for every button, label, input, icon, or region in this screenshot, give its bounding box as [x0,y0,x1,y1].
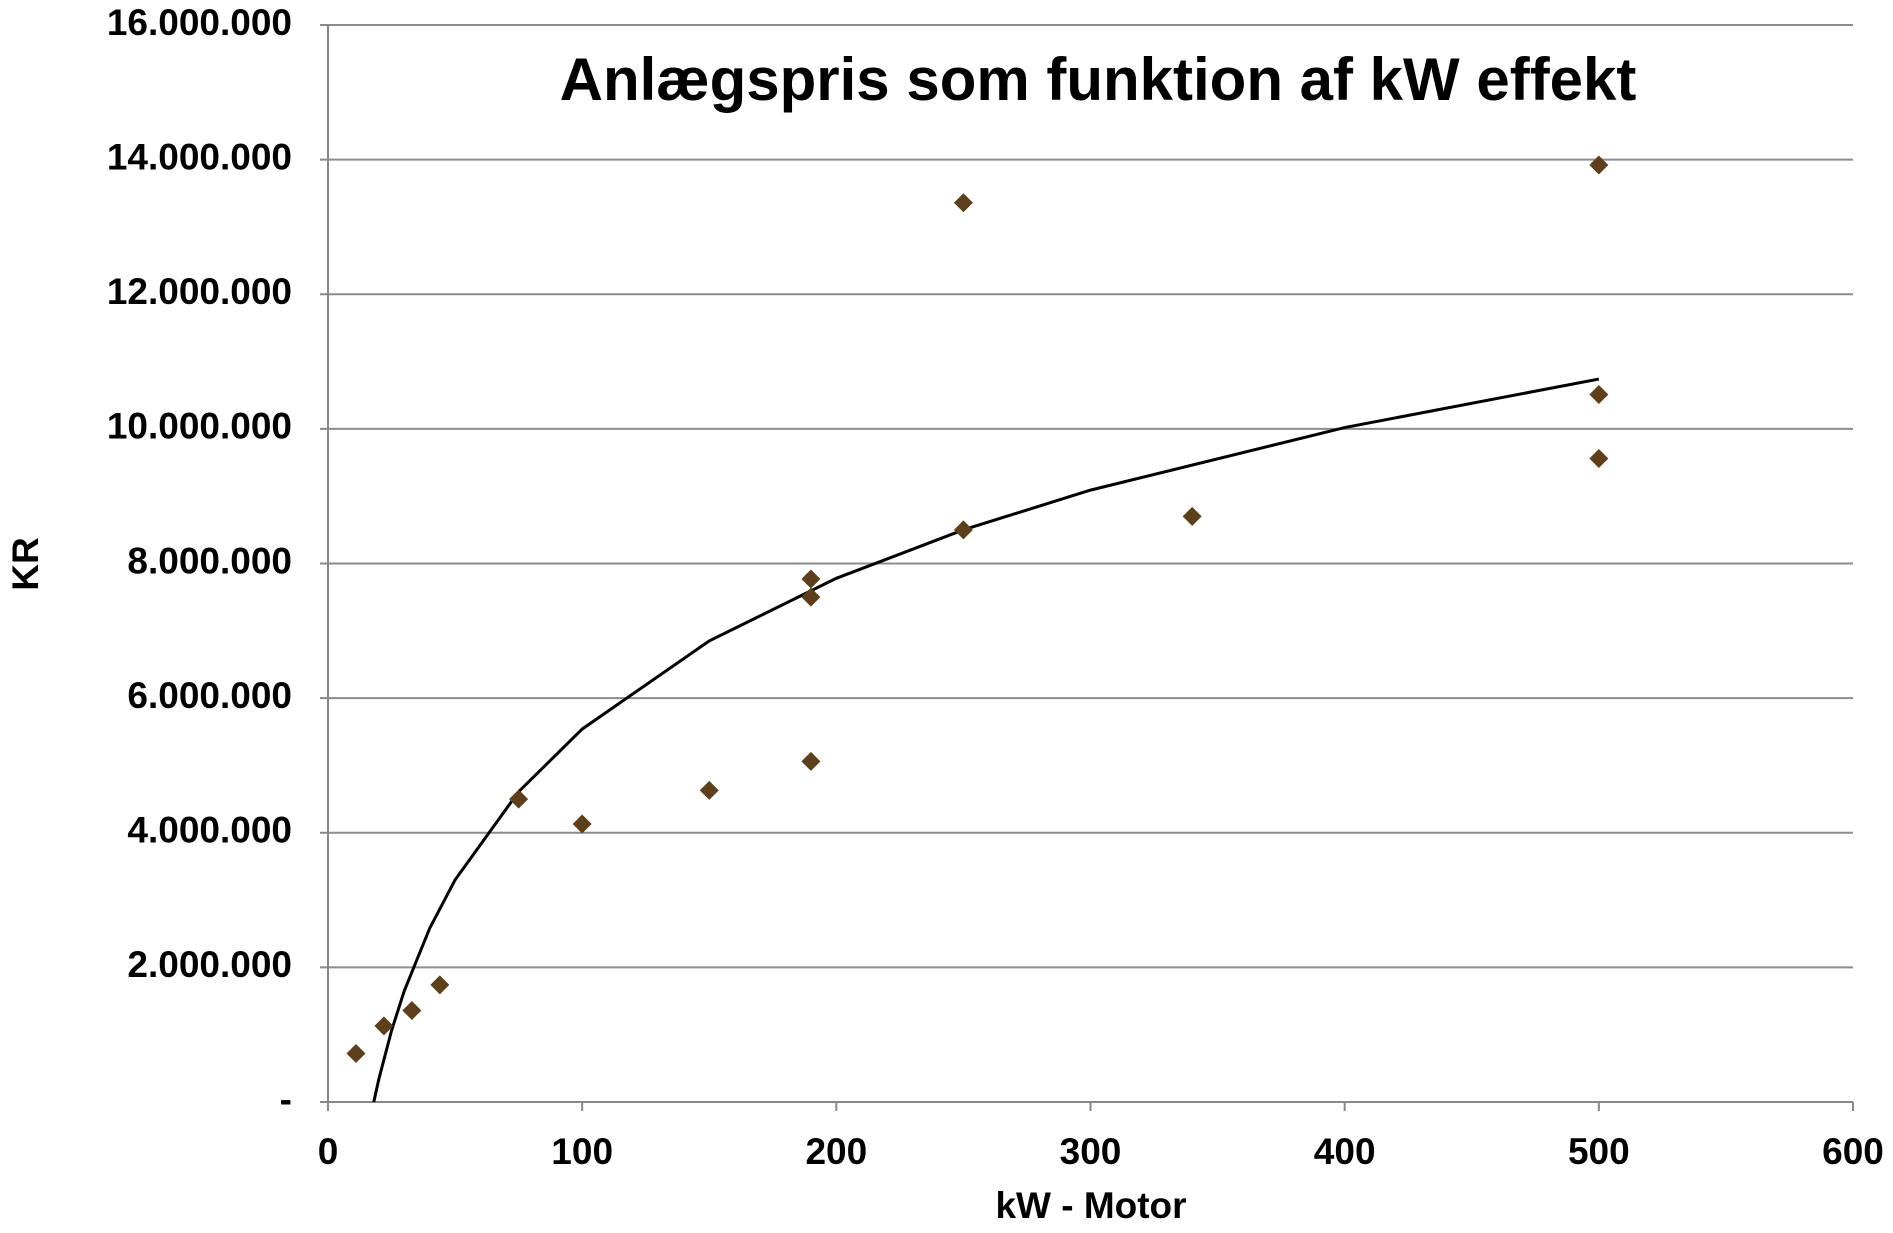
x-axis-label: kW - Motor [995,1185,1186,1226]
y-tick-label: 14.000.000 [107,136,292,177]
data-point [1589,155,1609,175]
y-tick-label: 6.000.000 [127,675,292,716]
y-tick-label: 2.000.000 [127,944,292,985]
data-point [801,569,821,589]
data-point [801,751,821,771]
x-tick-label: 300 [1060,1131,1122,1172]
x-tick-label: 500 [1568,1131,1630,1172]
y-tick-label: 8.000.000 [127,540,292,581]
data-point [953,520,973,540]
y-tick-label: - [280,1079,292,1120]
data-point [1589,448,1609,468]
y-axis-label: KR [5,537,46,590]
data-point [572,814,592,834]
data-point [430,975,450,995]
data-point [1589,385,1609,405]
x-tick-label: 200 [805,1131,867,1172]
chart-title: Anlægspris som funktion af kW effekt [560,46,1637,113]
data-point [402,1000,422,1020]
y-tick-label: 12.000.000 [107,271,292,312]
data-point [699,780,719,800]
y-tick-label: 16.000.000 [107,2,292,43]
x-tick-label: 400 [1314,1131,1376,1172]
x-tick-label: 0 [318,1131,339,1172]
data-point [953,193,973,213]
data-point [346,1044,366,1064]
y-tick-label: 10.000.000 [107,406,292,447]
data-point [374,1016,394,1036]
data-point [1182,506,1202,526]
trendline [372,377,1600,1103]
x-tick-label: 600 [1822,1131,1884,1172]
y-tick-label: 4.000.000 [127,810,292,851]
x-tick-label: 100 [551,1131,613,1172]
data-point [509,789,529,809]
data-point [801,587,821,607]
